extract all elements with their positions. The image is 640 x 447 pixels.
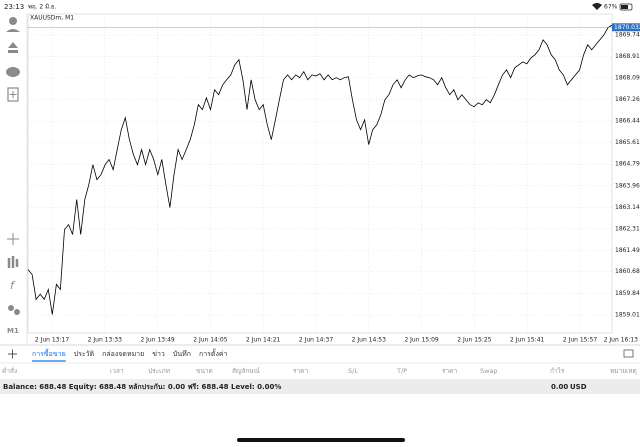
objects-icon-2 — [14, 309, 20, 315]
home-indicator — [237, 438, 405, 442]
battery-level — [621, 5, 628, 9]
x-tick-label: 2 Jun 15:25 — [457, 337, 491, 344]
x-tick-label: 2 Jun 14:53 — [352, 337, 386, 344]
tab[interactable]: ข่าว — [152, 350, 165, 358]
x-tick-label: 2 Jun 14:37 — [299, 337, 333, 344]
add-button[interactable] — [8, 349, 17, 359]
account-profit: 0.00 — [551, 383, 568, 391]
chart: 1869.740 1868.915 1868.090 1867.265 1866.440… — [27, 13, 640, 344]
account-icon[interactable] — [9, 17, 17, 25]
chat-icon[interactable] — [6, 67, 20, 77]
y-tick-label: 1861.490 — [615, 247, 640, 254]
x-tick-label: 2 Jun 16:13 — [604, 337, 638, 344]
y-tick-label: 1860.685 — [615, 268, 640, 275]
x-tick-label: 2 Jun 13:33 — [88, 337, 122, 344]
panel-toggle[interactable] — [623, 349, 634, 358]
indicator-icon[interactable]: f — [10, 279, 16, 292]
x-tick-label: 2 Jun 14:05 — [193, 337, 227, 344]
column-header: คำสั่ง — [2, 366, 17, 375]
tabs: การซื้อขาย ประวัติ กล่องจดหมาย ข่าว บันทึก กา… — [32, 347, 228, 362]
y-tick-label: 1859.015 — [615, 312, 640, 319]
new-order-plus — [9, 91, 17, 98]
column-header: กำไร — [550, 367, 565, 375]
tab[interactable]: การซื้อขาย — [32, 347, 66, 358]
trade-icon[interactable] — [8, 42, 18, 53]
x-tick-label: 2 Jun 14:21 — [246, 337, 280, 344]
account-row — [0, 379, 640, 394]
column-header: สัญลักษณ์ — [232, 367, 260, 375]
column-header: หมายเหตุ — [610, 367, 637, 375]
column-header: ราคา — [442, 367, 457, 375]
status-time: 23:13 — [4, 3, 24, 11]
price-line — [27, 24, 613, 315]
column-header: เวลา — [110, 367, 124, 375]
y-tick-label: 1866.440 — [615, 118, 640, 125]
account-summary: Balance: 688.48 Equity: 688.48 หลักประกั… — [3, 383, 281, 391]
y-tick-label: 1867.265 — [615, 96, 640, 103]
column-header: T/P — [396, 367, 407, 375]
account-icon-body — [6, 29, 20, 32]
y-tick-label: 1868.090 — [615, 75, 640, 82]
x-tick-label: 2 Jun 15:41 — [510, 337, 544, 344]
column-header: ราคา — [293, 367, 308, 375]
objects-icon[interactable] — [8, 305, 14, 311]
account-currency: USD — [570, 383, 587, 391]
y-tick-label: 1865.615 — [615, 139, 640, 146]
x-tick-label: 2 Jun 13:17 — [35, 337, 69, 344]
candles-icon[interactable] — [7, 256, 19, 268]
left-toolbar — [0, 14, 27, 344]
tab[interactable]: ประวัติ — [74, 350, 95, 358]
column-header: ขนาด — [196, 367, 213, 375]
y-tick-label: 1868.915 — [615, 53, 640, 60]
wifi-icon — [592, 3, 602, 10]
y-tick-label: 1864.790 — [615, 161, 640, 168]
x-tick-label: 2 Jun 13:49 — [140, 337, 174, 344]
status-battery: 67% — [604, 4, 618, 11]
x-tick-label: 2 Jun 15:57 — [563, 337, 597, 344]
tab[interactable]: บันทึก — [173, 349, 191, 358]
plot-frame — [27, 13, 613, 334]
status-date: พฤ. 2 มิ.ย. — [28, 4, 57, 11]
crosshair-icon[interactable] — [7, 233, 19, 245]
new-order-icon[interactable] — [7, 87, 19, 102]
column-header: S/L — [348, 367, 358, 375]
current-price-label: 1870.032 — [614, 24, 640, 31]
tab[interactable]: การตั้งค่า — [199, 347, 228, 358]
column-headers: คำสั่ง เวลา ประเภท ขนาด สัญลักษณ์ ราคา S/L T/P ร… — [2, 366, 637, 375]
battery-icon — [619, 3, 633, 11]
y-tick-label: 1863.140 — [615, 204, 640, 211]
x-tick-label: 2 Jun 15:09 — [404, 337, 438, 344]
current-price-box — [612, 23, 640, 32]
y-tick-label: 1869.740 — [615, 31, 640, 38]
y-tick-label: 1859.840 — [615, 290, 640, 297]
y-tick-label: 1863.965 — [615, 182, 640, 189]
y-tick-label: 1862.315 — [615, 225, 640, 232]
column-header: Swap — [480, 367, 498, 375]
column-header: ประเภท — [148, 367, 170, 375]
timeframe[interactable]: M1 — [7, 327, 19, 335]
tab[interactable]: กล่องจดหมาย — [102, 350, 144, 358]
